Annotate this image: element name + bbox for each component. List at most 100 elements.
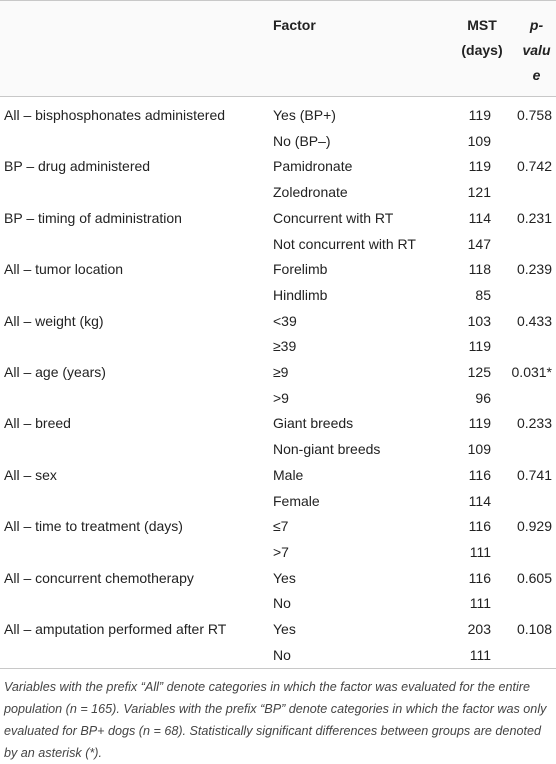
variable-cell: All – amputation performed after RT [4, 621, 227, 638]
variable-cell: BP – drug administered [4, 158, 151, 175]
empty-cell [0, 180, 269, 206]
mst-cell: 109 [467, 132, 491, 149]
mst-cell: 111 [469, 595, 491, 612]
p-value-cell: 0.231 [516, 209, 552, 226]
mst-cell: 119 [468, 158, 491, 175]
table-row: All – age (years) ≥9 125 0.031* [0, 360, 556, 386]
mst-cell: 96 [475, 389, 491, 406]
empty-cell [505, 386, 556, 412]
empty-cell [0, 232, 269, 258]
empty-cell [505, 334, 556, 360]
table-row: ≥39 119 [0, 334, 556, 360]
header-cell: MST (days) [439, 0, 505, 97]
factor-cell: No [273, 595, 291, 612]
empty-cell [0, 283, 269, 309]
mst-cell: 203 [467, 621, 491, 638]
table-row: BP – timing of administration Concurrent … [0, 206, 556, 232]
table-row: All – amputation performed after RT Yes 20… [0, 617, 556, 643]
factor-cell: Non-giant breeds [273, 441, 381, 458]
variable-cell: All – time to treatment (days) [4, 518, 183, 535]
factor-cell: Forelimb [273, 261, 328, 278]
empty-cell [0, 334, 269, 360]
p-value-cell: 0.758 [516, 107, 552, 123]
variable-cell: All – concurrent chemotherapy [4, 569, 194, 586]
empty-cell [0, 386, 269, 412]
factor-cell: <39 [273, 312, 297, 329]
factor-cell: Male [273, 466, 304, 483]
empty-cell [505, 437, 556, 463]
p-value-cell: 0.742 [516, 158, 552, 175]
table-row: All – time to treatment (days) ≤7 116 0.929 [0, 514, 556, 540]
table-row: All – tumor location Forelimb 118 0.239 [0, 257, 556, 283]
header-cell: Factor [269, 0, 439, 97]
factor-cell: ≤7 [273, 518, 289, 535]
empty-cell [0, 129, 269, 155]
table-row: All – bisphosphonates administered Yes (B… [0, 97, 556, 129]
factor-cell: ≥39 [273, 338, 297, 355]
empty-cell [0, 540, 269, 566]
p-value-cell: 0.433 [516, 312, 552, 329]
factor-cell: >7 [273, 543, 289, 560]
variable-cell: All – tumor location [4, 261, 124, 278]
footnote: Variables with the prefix “All” denote c… [4, 680, 547, 760]
factor-cell: No (BP–) [273, 132, 331, 149]
factor-cell: Not concurrent with RT [273, 235, 416, 252]
empty-cell [0, 591, 269, 617]
empty-cell [505, 180, 556, 206]
mst-cell: 109 [467, 441, 491, 458]
table-row: No (BP–) 109 [0, 129, 556, 155]
factor-cell: Pamidronate [273, 158, 353, 175]
mst-cell: 119 [468, 338, 491, 355]
mst-cell: 114 [468, 492, 491, 509]
p-value-cell: 0.233 [516, 415, 552, 432]
p-value-cell: 0.929 [516, 518, 552, 535]
mst-cell: 85 [475, 286, 491, 303]
table-row: All – weight (kg) <39 103 0.433 [0, 309, 556, 335]
empty-cell [0, 642, 269, 670]
factor-cell: ≥9 [273, 364, 289, 381]
table-row: Zoledronate 121 [0, 180, 556, 206]
table-row: All – concurrent chemotherapy Yes 116 0.605 [0, 566, 556, 592]
table-row: All – sex Male 116 0.741 [0, 463, 556, 489]
table-row: Non-giant breeds 109 [0, 437, 556, 463]
table-row: All – breed Giant breeds 119 0.233 [0, 411, 556, 437]
p-value-cell: 0.031* [511, 364, 552, 381]
mst-cell: 119 [468, 107, 491, 123]
variable-cell: All – breed [4, 415, 71, 432]
empty-cell [0, 437, 269, 463]
mst-cell: 121 [467, 184, 491, 201]
empty-cell [505, 642, 556, 670]
mst-cell: 116 [468, 569, 491, 586]
table-row: >7 111 [0, 540, 556, 566]
variable-cell: BP – timing of administration [4, 209, 182, 226]
variable-cell: All – sex [4, 466, 57, 483]
empty-cell [505, 232, 556, 258]
mst-cell: 125 [467, 364, 491, 381]
factor-cell: Yes [273, 621, 296, 638]
table-row: >9 96 [0, 386, 556, 412]
table-body: All – bisphosphonates administered Yes (B… [0, 97, 556, 670]
table-row: BP – drug administered Pamidronate 119 0.74… [0, 154, 556, 180]
p-value-cell: 0.741 [516, 466, 552, 483]
variable-cell: All – bisphosphonates administered [4, 107, 226, 123]
factor-cell: Giant breeds [273, 415, 354, 432]
factor-cell: Yes (BP+) [273, 107, 336, 123]
mst-cell: 119 [468, 415, 491, 432]
factor-cell: Yes [273, 569, 296, 586]
p-value-cell: 0.605 [516, 569, 552, 586]
table-row: No 111 [0, 642, 556, 670]
table-row: Hindlimb 85 [0, 283, 556, 309]
p-value-cell: 0.108 [516, 621, 552, 638]
factor-cell: Female [273, 492, 320, 509]
p-value-cell: 0.239 [516, 261, 552, 278]
variable-cell: All – weight (kg) [4, 312, 104, 329]
factor-cell: >9 [273, 389, 289, 406]
empty-cell [505, 540, 556, 566]
table-row: No 111 [0, 591, 556, 617]
factor-cell: Hindlimb [273, 286, 328, 303]
data-table: Factor MST (days) p-value All – bisphosp… [0, 0, 556, 670]
mst-cell: 147 [467, 235, 491, 252]
empty-cell [505, 591, 556, 617]
empty-cell [505, 489, 556, 515]
